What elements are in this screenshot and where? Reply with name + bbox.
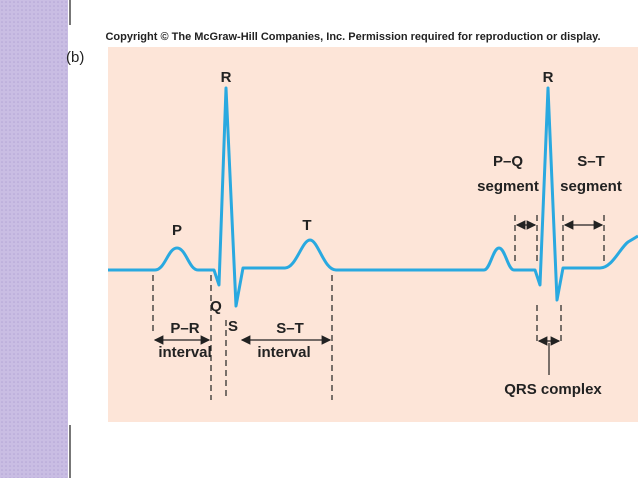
copyright: Copyright © The McGraw-Hill Companies, I… (105, 31, 600, 43)
complex-label: QRS complex (504, 381, 602, 398)
wave-label: S (228, 318, 238, 335)
segment-label: S–T (577, 153, 605, 170)
interval-label: P–R (170, 320, 199, 337)
wave-label: R (221, 69, 232, 86)
side-strip (0, 0, 68, 478)
guides (152, 215, 605, 400)
ecg-trace (108, 86, 638, 308)
wave-label: R (543, 69, 554, 86)
interval-label: interval (158, 344, 211, 361)
segment-label: segment (560, 178, 622, 195)
wave-label: Q (210, 298, 222, 315)
wave-label: P (172, 222, 182, 239)
segment-label: P–Q (493, 153, 523, 170)
segment-label: segment (477, 178, 539, 195)
panel (108, 47, 638, 422)
interval-label: S–T (276, 320, 304, 337)
panel-label: (b) (66, 49, 84, 66)
interval-label: interval (257, 344, 310, 361)
wave-label: T (302, 217, 311, 234)
